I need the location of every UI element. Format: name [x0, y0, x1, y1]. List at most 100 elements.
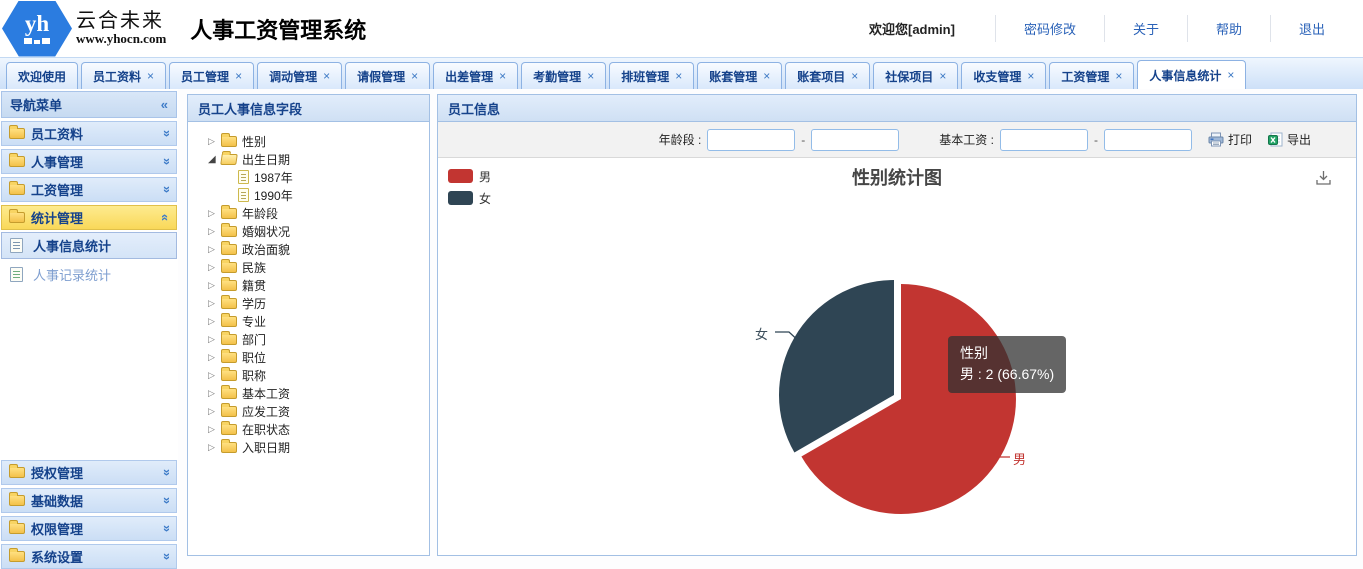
- expand-icon[interactable]: ▷: [208, 387, 215, 398]
- sidebar-item-hr-record-stats[interactable]: 人事记录统计: [1, 261, 177, 288]
- report-icon: [10, 238, 23, 253]
- page-title: 人事工资管理系统: [190, 17, 367, 43]
- sidebar-item-system-settings[interactable]: 系统设置 «: [1, 544, 177, 569]
- tree-item-position[interactable]: ▷ 职位: [208, 348, 267, 365]
- sidebar-item-hr-mgmt[interactable]: 人事管理 «: [1, 149, 177, 174]
- close-icon[interactable]: ×: [851, 69, 859, 83]
- tree-item-education[interactable]: ▷ 学历: [208, 294, 267, 311]
- sidebar-item-employee-data[interactable]: 员工资料 «: [1, 121, 177, 146]
- tree-item-marital-status[interactable]: ▷ 婚姻状况: [208, 222, 291, 239]
- expand-icon[interactable]: ▷: [208, 261, 215, 272]
- tree-item-hire-date[interactable]: ▷ 入职日期: [208, 438, 291, 455]
- legend-item-female[interactable]: 女: [448, 187, 491, 209]
- range-separator: -: [1093, 132, 1098, 147]
- expand-icon[interactable]: ▷: [208, 405, 215, 416]
- tab-attendance-mgmt[interactable]: 考勤管理 ×: [521, 62, 607, 89]
- tab-income-expense[interactable]: 收支管理 ×: [961, 62, 1047, 89]
- tab-employee-data[interactable]: 员工资料 ×: [81, 62, 167, 89]
- age-to-input[interactable]: [811, 128, 900, 151]
- expand-icon[interactable]: ▷: [208, 315, 215, 326]
- legend-item-male[interactable]: 男: [448, 165, 491, 187]
- expand-icon[interactable]: ▷: [208, 297, 215, 308]
- close-icon[interactable]: ×: [939, 69, 947, 83]
- salary-to-input[interactable]: [1103, 128, 1192, 151]
- folder-icon: [221, 402, 237, 417]
- expand-icon[interactable]: ▷: [208, 369, 215, 380]
- tree-item-native-place[interactable]: ▷ 籍贯: [208, 276, 267, 293]
- collapse-icon[interactable]: ◢: [208, 153, 216, 165]
- expand-icon[interactable]: ▷: [208, 135, 215, 146]
- change-password-link[interactable]: 密码修改: [994, 15, 1104, 42]
- tree-item-birthdate[interactable]: ◢ 出生日期: [208, 152, 291, 167]
- tree-item-employment-status[interactable]: ▷ 在职状态: [208, 420, 291, 437]
- tree-item-base-salary[interactable]: ▷ 基本工资: [208, 384, 291, 401]
- close-icon[interactable]: ×: [147, 69, 155, 83]
- expand-icon[interactable]: ▷: [208, 207, 215, 218]
- close-icon[interactable]: ×: [1027, 69, 1035, 83]
- tree-item-year-1987[interactable]: 1987年: [208, 168, 425, 186]
- close-icon[interactable]: ×: [323, 69, 331, 83]
- brand-url: www.yhocn.com: [76, 31, 167, 47]
- tab-leave-mgmt[interactable]: 请假管理 ×: [345, 62, 431, 89]
- tab-social-security[interactable]: 社保项目 ×: [873, 62, 959, 89]
- close-icon[interactable]: ×: [499, 69, 507, 83]
- legend-swatch-male: [448, 169, 473, 183]
- expand-icon[interactable]: ▷: [208, 351, 215, 362]
- folder-icon: [9, 153, 25, 167]
- expand-icon[interactable]: ▷: [208, 225, 215, 236]
- expand-icon[interactable]: ▷: [208, 441, 215, 452]
- expand-icon[interactable]: ▷: [208, 333, 215, 344]
- tab-hr-info-stats[interactable]: 人事信息统计 ×: [1137, 60, 1247, 89]
- brand-block: 云合未来 www.yhocn.com: [76, 10, 166, 46]
- expand-icon[interactable]: ▷: [208, 243, 215, 254]
- tree-item-gender[interactable]: ▷ 性别: [208, 132, 267, 149]
- close-icon[interactable]: ×: [587, 69, 595, 83]
- sidebar-item-base-data[interactable]: 基础数据 «: [1, 488, 177, 513]
- tab-account-items[interactable]: 账套项目 ×: [785, 62, 871, 89]
- close-icon[interactable]: ×: [1115, 69, 1123, 83]
- tab-employee-mgmt[interactable]: 员工管理 ×: [169, 62, 255, 89]
- employee-panel-header: 员工信息: [438, 95, 1356, 122]
- tree-item-job-title[interactable]: ▷ 职称: [208, 366, 267, 383]
- sidebar-item-hr-info-stats[interactable]: 人事信息统计: [1, 232, 177, 259]
- tab-trip-mgmt[interactable]: 出差管理 ×: [433, 62, 519, 89]
- print-button[interactable]: 打印: [1208, 131, 1252, 148]
- close-icon[interactable]: ×: [411, 69, 419, 83]
- tree-item-major[interactable]: ▷ 专业: [208, 312, 267, 329]
- chevron-down-icon: «: [157, 524, 173, 533]
- filter-toolbar: 年龄段 : - 基本工资 : -: [438, 122, 1356, 158]
- printer-icon: [1208, 132, 1224, 147]
- save-as-image-icon[interactable]: [1315, 170, 1332, 191]
- close-icon[interactable]: ×: [675, 69, 683, 83]
- tab-transfer-mgmt[interactable]: 调动管理 ×: [257, 62, 343, 89]
- pie-slice-female[interactable]: [778, 280, 894, 453]
- sidebar-item-salary-mgmt[interactable]: 工资管理 «: [1, 177, 177, 202]
- tab-salary-mgmt[interactable]: 工资管理 ×: [1049, 62, 1135, 89]
- collapse-sidebar-icon[interactable]: «: [160, 97, 168, 112]
- sidebar-item-authorization-mgmt[interactable]: 授权管理 «: [1, 460, 177, 485]
- tree-item-age-range[interactable]: ▷ 年龄段: [208, 204, 279, 221]
- help-link[interactable]: 帮助: [1186, 15, 1270, 42]
- tree-item-department[interactable]: ▷ 部门: [208, 330, 267, 347]
- sidebar-item-permission-mgmt[interactable]: 权限管理 «: [1, 516, 177, 541]
- tree-item-year-1990[interactable]: 1990年: [208, 186, 425, 204]
- export-button[interactable]: 导出: [1267, 131, 1311, 148]
- sidebar-item-stats-mgmt[interactable]: 统计管理 «: [1, 205, 177, 230]
- tree-item-political-status[interactable]: ▷ 政治面貌: [208, 240, 291, 257]
- expand-icon[interactable]: ▷: [208, 279, 215, 290]
- expand-icon[interactable]: ▷: [208, 423, 215, 434]
- tree-item-ethnicity[interactable]: ▷ 民族: [208, 258, 267, 275]
- close-icon[interactable]: ×: [235, 69, 243, 83]
- folder-icon: [9, 492, 25, 506]
- tab-account-set-mgmt[interactable]: 账套管理 ×: [697, 62, 783, 89]
- salary-from-input[interactable]: [999, 128, 1088, 151]
- tab-shift-mgmt[interactable]: 排班管理 ×: [609, 62, 695, 89]
- close-icon[interactable]: ×: [1227, 68, 1235, 82]
- tree-item-gross-salary[interactable]: ▷ 应发工资: [208, 402, 291, 419]
- logout-link[interactable]: 退出: [1269, 15, 1353, 42]
- close-icon[interactable]: ×: [763, 69, 771, 83]
- tab-welcome[interactable]: 欢迎使用: [6, 62, 79, 89]
- age-from-input[interactable]: [707, 128, 796, 151]
- about-link[interactable]: 关于: [1103, 15, 1187, 42]
- company-logo: yh: [2, 0, 72, 57]
